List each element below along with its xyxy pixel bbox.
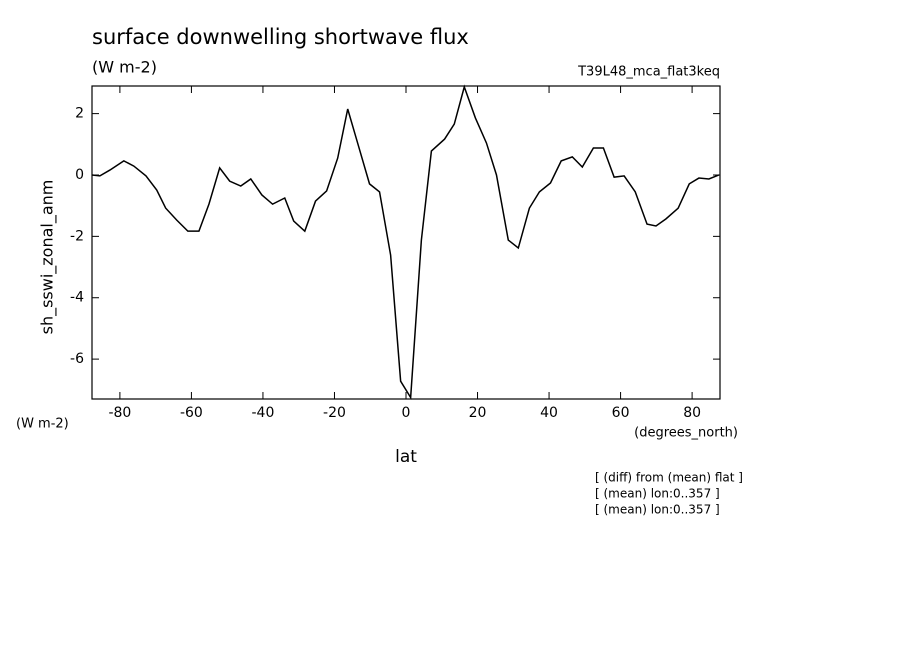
x-tick-label: 20 bbox=[469, 405, 487, 421]
x-tick-label: 40 bbox=[540, 405, 558, 421]
x-tick-label: -60 bbox=[180, 405, 203, 421]
x-tick-label: -40 bbox=[252, 405, 275, 421]
x-tick-label: -20 bbox=[323, 405, 346, 421]
x-tick-label: -80 bbox=[108, 405, 131, 421]
data-line bbox=[91, 84, 720, 400]
note: [ (mean) lon:0..357 ] bbox=[595, 503, 720, 517]
y-tick-label: -4 bbox=[70, 290, 84, 306]
y-tick-label: 2 bbox=[75, 106, 84, 122]
x-axis-label: lat bbox=[395, 447, 417, 467]
y-tick-label: -6 bbox=[70, 351, 84, 367]
chart-title: surface downwelling shortwave flux bbox=[92, 25, 469, 49]
subtitle: (W m-2) bbox=[92, 58, 157, 77]
x-tick-label: 80 bbox=[683, 405, 701, 421]
x-tick-label: 0 bbox=[402, 405, 411, 421]
y-axis-label: sh_sswi_zonal_anm bbox=[38, 180, 58, 335]
note: [ (diff) from (mean) flat ] bbox=[595, 471, 743, 485]
y-units: (W m-2) bbox=[16, 417, 69, 432]
x-tick-label: 60 bbox=[612, 405, 630, 421]
run-label: T39L48_mca_flat3keq bbox=[577, 65, 720, 80]
note: [ (mean) lon:0..357 ] bbox=[595, 487, 720, 501]
y-tick-label: 0 bbox=[75, 167, 84, 183]
y-tick-label: -2 bbox=[70, 228, 84, 244]
x-units: (degrees_north) bbox=[634, 426, 738, 441]
